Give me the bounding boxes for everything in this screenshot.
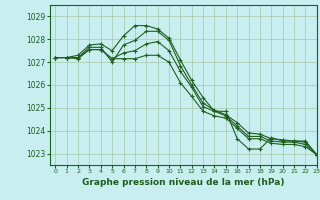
X-axis label: Graphe pression niveau de la mer (hPa): Graphe pression niveau de la mer (hPa) [82, 178, 284, 187]
